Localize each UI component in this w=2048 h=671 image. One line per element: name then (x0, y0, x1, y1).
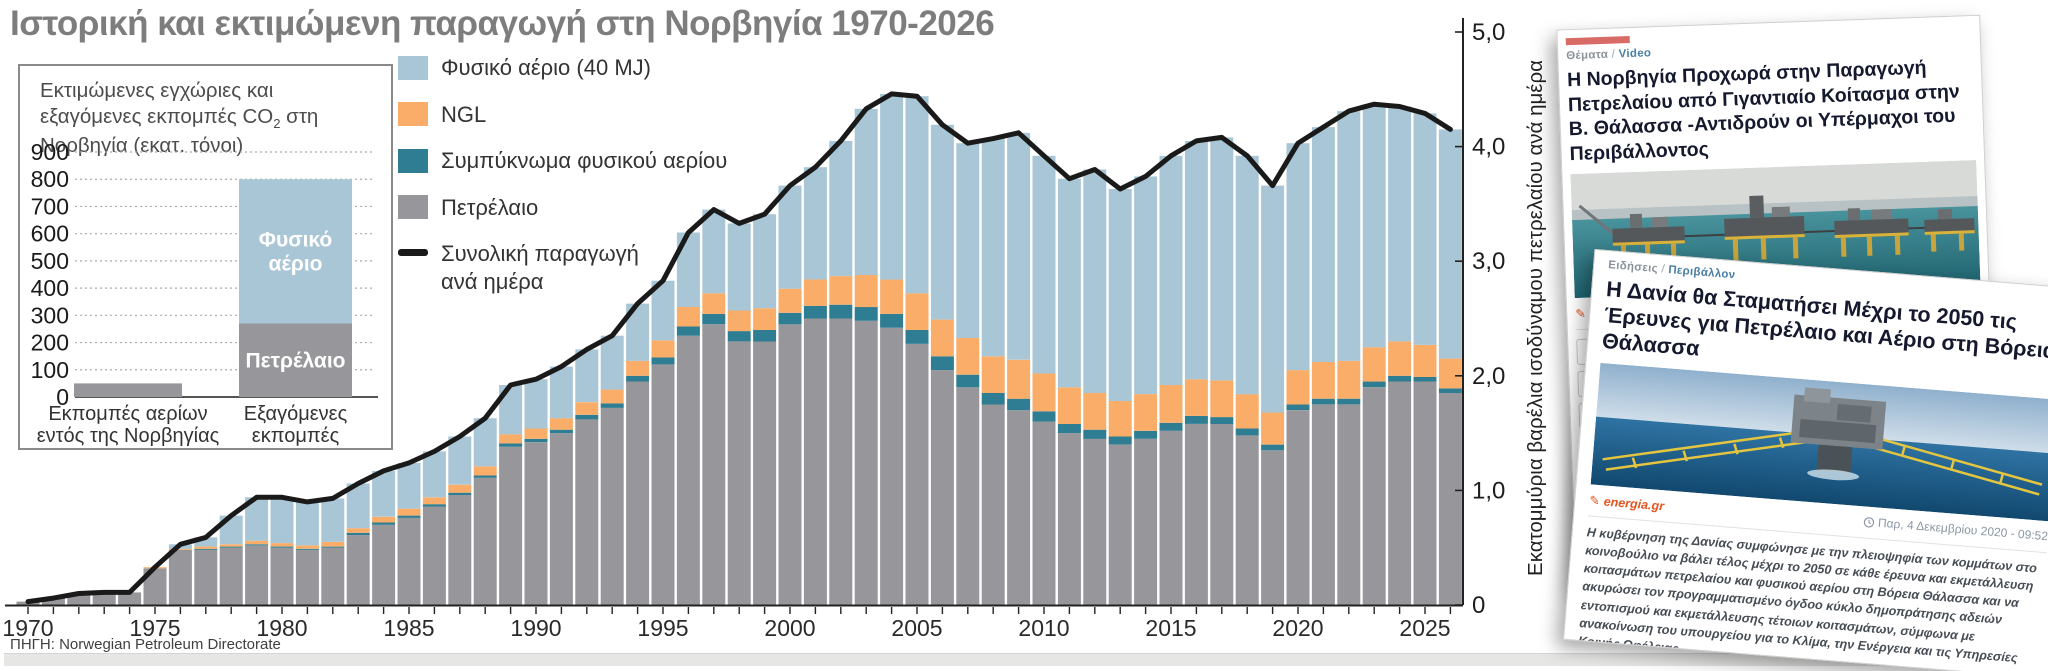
legend-item-condensate: Συμπύκνωμα φυσικού αερίου (398, 147, 727, 175)
svg-text:1975: 1975 (129, 615, 180, 641)
svg-text:300: 300 (31, 302, 69, 328)
svg-text:800: 800 (31, 166, 69, 192)
pencil-icon: ✎ (1588, 493, 1601, 508)
svg-text:Εκατομμύρια βαρέλια ισοδύναμου: Εκατομμύρια βαρέλια ισοδύναμου πετρελαίο… (1524, 60, 1547, 576)
legend-label: Συνολική παραγωγή ανά ημέρα (441, 241, 639, 294)
clock-icon (1863, 516, 1874, 528)
svg-text:0: 0 (56, 384, 69, 410)
legend-label: Πετρέλαιο (441, 194, 539, 220)
platform-icon (1790, 386, 1887, 480)
svg-text:0: 0 (1472, 592, 1485, 619)
oil-swatch-icon (398, 195, 428, 220)
svg-text:100: 100 (31, 357, 69, 383)
svg-text:500: 500 (31, 248, 69, 274)
breadcrumb-section-link[interactable]: Ειδήσεις (1607, 259, 1659, 276)
gas-swatch-icon (398, 55, 428, 80)
svg-text:εκπομπές: εκπομπές (252, 425, 340, 447)
site-masthead-decoration (1565, 36, 1630, 46)
svg-text:700: 700 (31, 193, 69, 219)
inset-caption: Εκτιμώμενες εγχώριες και εξαγόμενες εκπο… (40, 78, 376, 159)
svg-text:2020: 2020 (1272, 615, 1323, 641)
platform-icon (1724, 195, 1805, 261)
inset-caption-post: στη Νορβηγία (εκατ. τόνοι) (40, 105, 319, 157)
article-date: Παρ, 4 Δεκεμβρίου 2020 - 09:52 (1863, 515, 2048, 543)
legend-item-total-line: Συνολική παραγωγή ανά ημέρα (398, 240, 727, 295)
article-lede: Η κυβέρνηση της Δανίας συμφώνησε με την … (1577, 524, 2038, 666)
article-headline[interactable]: Η Νορβηγία Προχωρά στην Παραγωγή Πετρελα… (1566, 56, 1961, 165)
breadcrumb-separator: / (1660, 263, 1666, 276)
platform-icon (1924, 209, 1975, 252)
svg-text:3,0: 3,0 (1472, 248, 1505, 275)
svg-text:Εξαγόμενες: Εξαγόμενες (244, 403, 348, 425)
crane-boom-icon (1602, 429, 2043, 496)
svg-text:1970: 1970 (2, 615, 53, 641)
legend-item-oil: Πετρέλαιο (398, 194, 727, 222)
svg-text:Εκπομπές αερίων: Εκπομπές αερίων (48, 403, 207, 425)
article-source-link[interactable]: ✎energia.gr (1588, 493, 1665, 514)
svg-text:2025: 2025 (1399, 615, 1450, 641)
svg-text:Πετρέλαιο: Πετρέλαιο (246, 349, 346, 372)
production-chart: 1970 1975 1980 1985 1990 1995 2000 2005 2010 2015… (2, 18, 1547, 641)
legend-label: Συμπύκνωμα φυσικού αερίου (441, 148, 728, 173)
total-line-swatch-icon (398, 249, 428, 256)
inset-caption-pre: Εκτιμώμενες εγχώριες και εξαγόμενες εκπο… (40, 79, 274, 129)
legend-label: NGL (441, 101, 487, 127)
svg-text:εντός της Νορβηγίας: εντός της Νορβηγίας (37, 425, 220, 447)
legend-item-gas: Φυσικό αέριο (40 MJ) (398, 54, 727, 82)
news-card-denmark[interactable]: Ειδήσεις / Περιβάλλον Η Δανία θα Σταματή… (1563, 248, 2048, 671)
svg-text:2000: 2000 (764, 615, 815, 641)
svg-text:1985: 1985 (383, 615, 434, 641)
svg-text:900: 900 (31, 139, 69, 165)
svg-text:Φυσικό: Φυσικό (259, 228, 333, 251)
breadcrumb-page-link[interactable]: Video (1618, 47, 1652, 61)
ngl-swatch-icon (398, 102, 428, 127)
svg-text:1995: 1995 (637, 615, 688, 641)
svg-text:1990: 1990 (510, 615, 561, 641)
page-title: Ιστορική και εκτιμώμενη παραγωγή στη Νορ… (10, 4, 995, 43)
article-photo-oil-platforms (1570, 160, 1981, 299)
co2-inset-chart: Εκτιμώμενες εγχώριες και εξαγόμενες εκπο… (18, 64, 393, 450)
svg-text:4,0: 4,0 (1472, 134, 1505, 161)
svg-text:αέριο: αέριο (268, 252, 322, 275)
legend-item-ngl: NGL (398, 101, 727, 129)
legend-label: Φυσικό αέριο (40 MJ) (441, 55, 651, 80)
breadcrumb-separator: / (1611, 48, 1616, 61)
svg-text:600: 600 (31, 221, 69, 247)
svg-text:2010: 2010 (1018, 615, 1069, 641)
svg-text:5,0: 5,0 (1472, 19, 1505, 46)
platform-icon (1834, 208, 1909, 258)
article-photo-platform-cranes (1590, 362, 2048, 521)
svg-text:1980: 1980 (256, 615, 307, 641)
svg-text:2005: 2005 (891, 615, 942, 641)
svg-text:1,0: 1,0 (1472, 477, 1505, 504)
inset-caption-sub: 2 (273, 116, 281, 132)
chart-legend: Φυσικό αέριο (40 MJ) NGL Συμπύκνωμα φυσι… (398, 54, 727, 314)
footer-divider-bar (4, 653, 1912, 666)
svg-text:200: 200 (31, 330, 69, 356)
breadcrumb-section-link[interactable]: Θέματα (1566, 48, 1609, 63)
condensate-swatch-icon (398, 148, 428, 173)
svg-text:2,0: 2,0 (1472, 363, 1505, 390)
source-note: ΠΗΓΗ: Norwegian Petroleum Directorate (10, 636, 281, 653)
svg-text:2015: 2015 (1145, 615, 1196, 641)
svg-text:400: 400 (31, 275, 69, 301)
pencil-icon: ✎ (1575, 306, 1587, 322)
breadcrumb-page-link[interactable]: Περιβάλλον (1667, 263, 1736, 282)
